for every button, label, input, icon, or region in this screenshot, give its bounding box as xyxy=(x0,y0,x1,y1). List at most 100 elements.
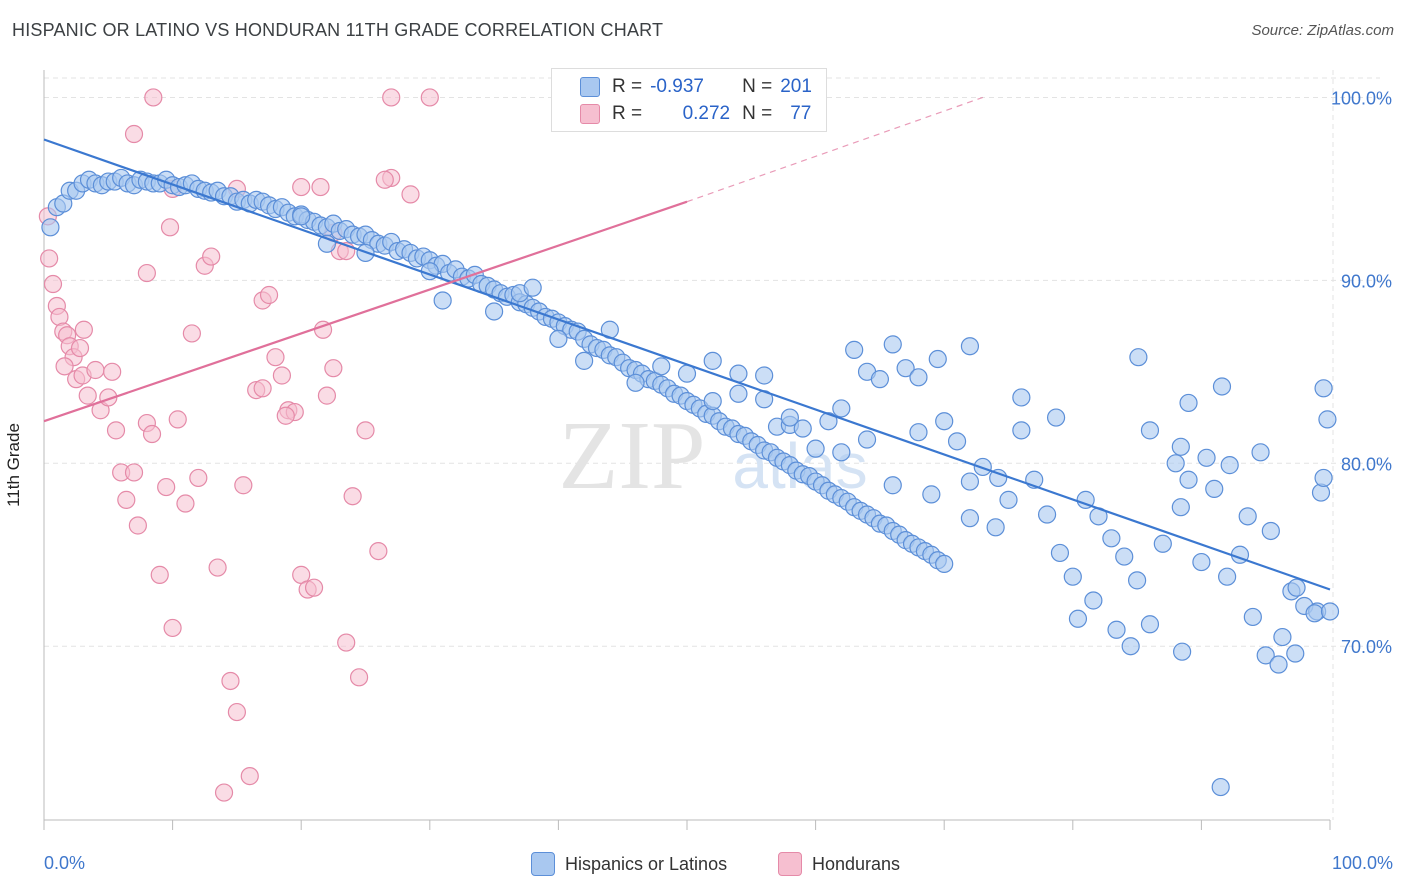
data-point-hispanic xyxy=(819,412,838,431)
data-point-hispanic xyxy=(1140,615,1160,634)
data-point-hispanic xyxy=(1314,379,1333,398)
data-point-hispanic xyxy=(1166,454,1185,473)
data-point-hispanic xyxy=(1171,437,1190,456)
data-point-honduran xyxy=(168,410,187,429)
data-point-hispanic xyxy=(909,423,928,442)
data-point-hispanic xyxy=(780,408,799,427)
trend-lines xyxy=(43,96,1331,591)
y-tick-label: 70.0% xyxy=(1341,637,1392,657)
data-point-hispanic xyxy=(947,432,967,451)
data-point-hispanic xyxy=(41,218,60,237)
data-point-hispanic xyxy=(292,207,311,226)
chart-title: HISPANIC OR LATINO VS HONDURAN 11TH GRAD… xyxy=(12,20,664,40)
data-point-honduran xyxy=(55,357,74,376)
data-point-hispanic xyxy=(832,443,851,462)
data-point-honduran xyxy=(160,218,180,237)
data-point-hispanic xyxy=(1140,421,1160,440)
data-point-honduran xyxy=(128,516,147,535)
data-point-hispanic xyxy=(1256,646,1275,665)
data-point-honduran xyxy=(349,668,369,687)
data-point-honduran xyxy=(124,463,144,482)
data-point-hispanic xyxy=(1121,637,1140,656)
legend-swatch-pink xyxy=(580,104,600,124)
data-point-hispanic xyxy=(1102,529,1121,548)
data-point-honduran xyxy=(106,421,126,440)
legend-label-hispanics: Hispanics or Latinos xyxy=(565,853,728,874)
data-point-honduran xyxy=(240,766,259,786)
data-point-honduran xyxy=(150,565,169,584)
data-point-hispanic xyxy=(433,291,452,310)
data-point-hispanic xyxy=(1171,498,1190,517)
data-point-hispanic xyxy=(1318,410,1337,429)
data-point-hispanic xyxy=(1127,571,1147,590)
legend-r-label: R = xyxy=(612,103,643,124)
legend-swatch-blue xyxy=(531,852,555,876)
data-point-hispanic xyxy=(1211,777,1230,797)
data-point-honduran xyxy=(304,578,324,597)
data-point-hispanic xyxy=(729,384,748,403)
data-point-hispanic xyxy=(928,349,947,369)
data-point-hispanic xyxy=(1238,507,1257,526)
legend-row-hispanics: R = -0.937 N = 201 xyxy=(580,74,812,100)
data-point-hispanic xyxy=(1192,552,1211,572)
data-point-hispanic xyxy=(1012,388,1031,407)
series-legend: Hispanics or Latinos Hondurans xyxy=(0,852,1406,876)
data-point-honduran xyxy=(103,362,122,381)
data-point-hispanic xyxy=(523,278,542,297)
data-point-hispanic xyxy=(1115,547,1134,566)
data-point-hispanic xyxy=(1084,591,1103,610)
data-point-honduran xyxy=(272,366,292,385)
legend-r-label: R = xyxy=(612,76,643,97)
data-point-hispanic xyxy=(1107,620,1126,639)
data-point-hispanic xyxy=(857,430,877,449)
data-point-hispanic xyxy=(845,340,864,359)
data-point-hispanic xyxy=(806,439,825,458)
x-tick-label: 0.0% xyxy=(44,853,85,873)
data-point-honduran xyxy=(208,558,227,577)
data-point-honduran xyxy=(221,671,240,691)
y-tick-label: 90.0% xyxy=(1341,271,1392,291)
data-point-hispanic xyxy=(922,485,941,504)
legend-n-value: 77 xyxy=(790,103,812,124)
data-point-hispanic xyxy=(1046,408,1066,427)
data-point-honduran xyxy=(137,263,156,283)
legend-n-label: N = xyxy=(742,76,773,97)
legend-n-label: N = xyxy=(742,103,773,124)
data-point-honduran xyxy=(259,285,279,305)
data-point-hispanic xyxy=(1063,567,1082,586)
data-point-hispanic xyxy=(935,412,954,431)
legend-r-value: 0.272 xyxy=(682,103,731,124)
legend-swatch-pink xyxy=(778,852,802,876)
data-point-hispanic xyxy=(989,468,1008,488)
source-label: Source: ZipAtlas.com xyxy=(1251,22,1394,39)
data-point-hispanic xyxy=(1286,644,1305,663)
data-point-hispanic xyxy=(626,373,645,392)
data-point-hispanic xyxy=(703,351,722,370)
legend-swatch-blue xyxy=(580,77,600,97)
data-point-honduran xyxy=(74,320,93,339)
data-point-honduran xyxy=(124,124,144,144)
legend-row-hondurans: R = 0.272 N = 77 xyxy=(580,101,811,127)
data-point-honduran xyxy=(420,88,439,107)
data-point-hispanic xyxy=(1314,468,1333,488)
legend-item-hondurans[interactable]: Hondurans xyxy=(778,852,900,876)
data-point-honduran xyxy=(311,177,330,197)
data-point-hispanic xyxy=(1179,470,1198,489)
data-point-hispanic xyxy=(1320,602,1340,621)
data-point-honduran xyxy=(401,185,420,204)
data-point-honduran xyxy=(117,490,136,509)
legend-item-hispanics[interactable]: Hispanics or Latinos xyxy=(531,852,727,876)
data-point-hispanic xyxy=(935,554,954,574)
data-point-honduran xyxy=(182,324,201,343)
data-point-honduran xyxy=(70,338,90,358)
data-point-hispanic xyxy=(1218,567,1237,586)
data-point-hispanic xyxy=(870,370,890,389)
data-point-honduran xyxy=(157,477,176,497)
data-point-hispanic xyxy=(1050,543,1070,563)
data-point-hispanic xyxy=(1212,377,1232,396)
data-point-hispanic xyxy=(960,509,980,528)
data-point-honduran xyxy=(43,274,63,294)
data-point-hispanic xyxy=(883,335,902,354)
data-point-hispanic xyxy=(1273,627,1292,647)
